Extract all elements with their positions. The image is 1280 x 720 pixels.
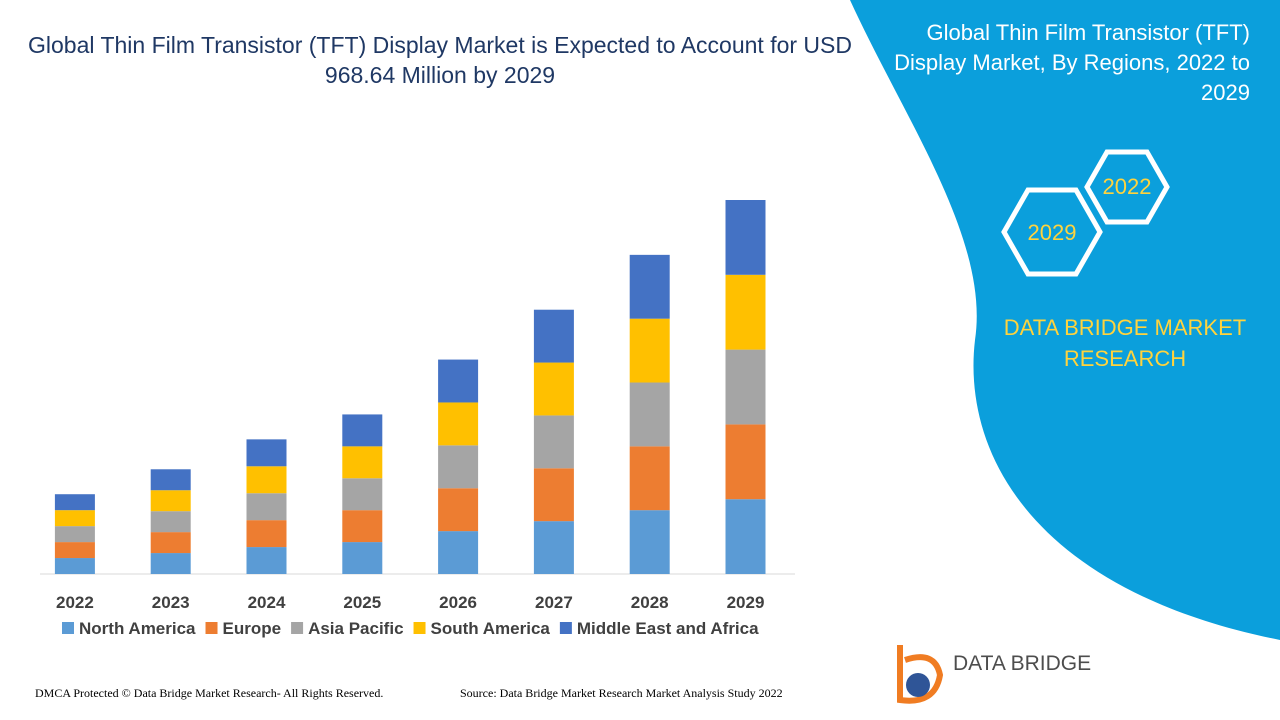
bar-segment xyxy=(150,469,191,491)
hex-year: 2022 xyxy=(1103,174,1152,199)
bar-segment xyxy=(342,446,383,479)
bar-segment xyxy=(150,511,191,533)
logo-mark xyxy=(906,673,930,697)
bar-segment xyxy=(54,558,95,574)
bar-segment xyxy=(246,439,287,467)
legend-label: Europe xyxy=(223,619,282,638)
bar-segment xyxy=(342,542,383,574)
legend-label: South America xyxy=(431,619,551,638)
legend-swatch xyxy=(291,622,304,634)
bar-segment xyxy=(438,531,479,574)
bar-segment xyxy=(246,493,287,521)
bar-segment xyxy=(246,547,287,574)
bar-segment xyxy=(342,478,383,511)
bar-segment xyxy=(342,510,383,543)
bar-segment xyxy=(533,521,574,574)
logo-text: DATA BRIDGE xyxy=(953,652,1091,675)
x-tick-label: 2026 xyxy=(439,593,477,612)
bar-segment xyxy=(725,274,766,350)
title: Global Thin Film Transistor (TFT) Displa… xyxy=(28,32,852,88)
bar-segment xyxy=(54,526,95,543)
x-tick-label: 2025 xyxy=(343,593,381,612)
bar-segment xyxy=(533,468,574,522)
x-tick-label: 2027 xyxy=(535,593,573,612)
legend-swatch xyxy=(205,622,218,634)
bar-segment xyxy=(438,445,479,489)
bar-segment xyxy=(533,362,574,416)
bar-segment xyxy=(629,446,670,511)
x-tick-label: 2029 xyxy=(727,593,765,612)
logo-mark xyxy=(897,645,944,704)
bar-segment xyxy=(438,488,479,532)
bar-segment xyxy=(533,415,574,469)
bar-segment xyxy=(438,359,479,403)
footer-left: DMCA Protected © Data Bridge Market Rese… xyxy=(35,686,384,700)
bar-segment xyxy=(246,466,287,494)
bar-segment xyxy=(246,520,287,548)
bar-segment xyxy=(342,414,383,447)
x-tick-label: 2023 xyxy=(152,593,190,612)
legend-swatch xyxy=(559,622,572,634)
bar-segment xyxy=(725,349,766,425)
x-tick-label: 2028 xyxy=(631,593,669,612)
bar-segment xyxy=(629,510,670,574)
bar-segment xyxy=(438,402,479,446)
bar-segment xyxy=(725,200,766,275)
bar-segment xyxy=(533,309,574,363)
hex-year: 2029 xyxy=(1028,220,1077,245)
x-tick-label: 2024 xyxy=(248,593,286,612)
brand: DATA BRIDGE MARKET RESEARCH xyxy=(1003,315,1247,371)
footer-right: Source: Data Bridge Market Research Mark… xyxy=(460,686,783,700)
bar-segment xyxy=(629,254,670,319)
legend-label: Asia Pacific xyxy=(308,619,403,638)
x-tick-label: 2022 xyxy=(56,593,94,612)
panel-title: Global Thin Film Transistor (TFT) Displa… xyxy=(894,20,1250,105)
legend-label: North America xyxy=(79,619,196,638)
bar-segment xyxy=(150,490,191,512)
bar-segment xyxy=(54,494,95,511)
legend-label: Middle East and Africa xyxy=(577,619,759,638)
bar-segment xyxy=(725,499,766,574)
bar-segment xyxy=(629,382,670,447)
bar-segment xyxy=(629,318,670,383)
hexagon xyxy=(1084,149,1170,225)
hexagon xyxy=(1001,187,1103,277)
bar-segment xyxy=(54,542,95,559)
bar-segment xyxy=(725,424,766,500)
bar-segment xyxy=(54,510,95,527)
legend-swatch xyxy=(62,622,74,634)
bar-segment xyxy=(150,553,191,574)
legend-swatch xyxy=(413,622,426,634)
side-panel xyxy=(850,0,1280,640)
bar-segment xyxy=(150,532,191,554)
